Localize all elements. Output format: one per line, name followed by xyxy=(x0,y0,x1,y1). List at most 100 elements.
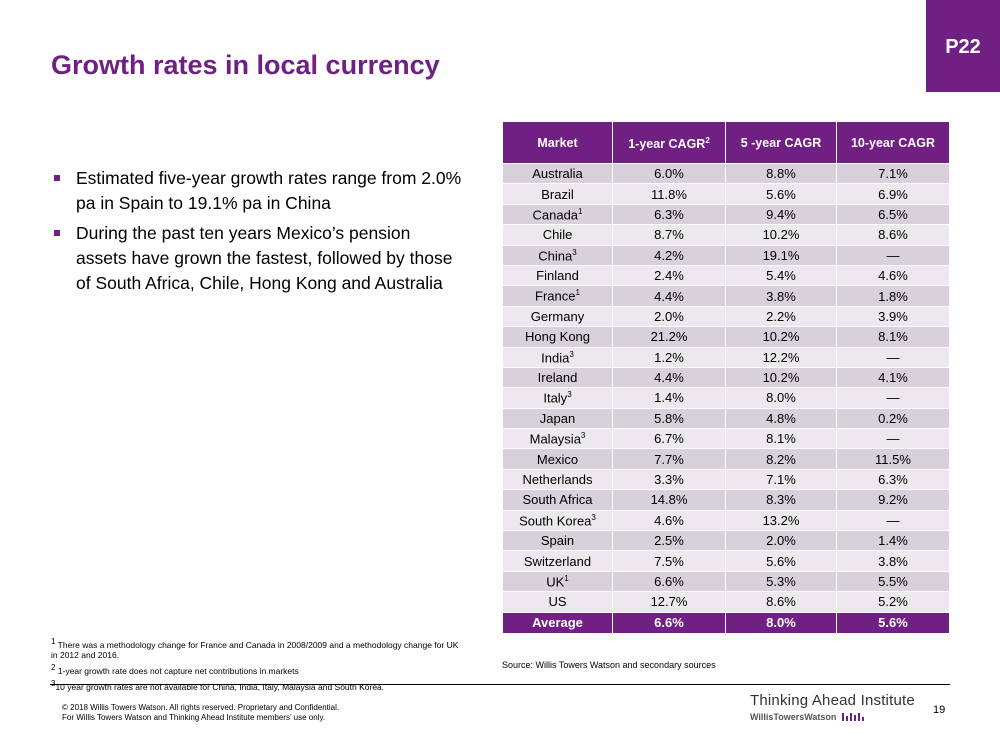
cell-one-year: 4.4% xyxy=(612,285,726,307)
slide-number: 19 xyxy=(933,704,946,716)
cell-one-year: 4.6% xyxy=(612,509,726,532)
cell-ten-year: 1.8% xyxy=(836,285,950,307)
cell-ten-year: 8.1% xyxy=(836,326,950,348)
cell-market: Canada1 xyxy=(502,203,613,226)
growth-rates-table: Market 1-year CAGR2 5 -year CAGR 10-year… xyxy=(502,121,950,634)
footer-divider xyxy=(50,684,950,685)
table-row: Mexico 7.7% 8.2% 11.5% xyxy=(502,448,950,470)
cell-market: Mexico xyxy=(502,448,613,470)
cell-ten-year: — xyxy=(836,509,950,532)
table-average-row: Average 6.6% 8.0% 5.6% xyxy=(502,611,950,634)
cell-one-year: 21.2% xyxy=(612,326,726,348)
cell-one-year: 8.7% xyxy=(612,224,726,246)
copyright: © 2018 Willis Towers Watson. All rights … xyxy=(62,703,339,723)
page-badge: P22 xyxy=(926,0,1000,92)
cell-market: Spain xyxy=(502,530,613,552)
cell-one-year: 4.4% xyxy=(612,366,726,389)
cell-five-year: 8.6% xyxy=(725,591,837,613)
cell-one-year: 3.3% xyxy=(612,468,726,491)
cell-one-year: 1.4% xyxy=(612,387,726,409)
copyright-line: © 2018 Willis Towers Watson. All rights … xyxy=(62,703,340,712)
cell-ten-year: 0.2% xyxy=(836,407,950,430)
table-row: Netherlands 3.3% 7.1% 6.3% xyxy=(502,468,950,491)
cell-one-year: 6.6% xyxy=(612,570,726,593)
bullet-item: Estimated five-year growth rates range f… xyxy=(52,166,462,216)
cell-one-year: 6.7% xyxy=(612,428,726,450)
cell-five-year: 8.0% xyxy=(725,387,837,409)
cell-five-year: 3.8% xyxy=(725,285,837,307)
cell-market: Chile xyxy=(502,224,613,246)
cell-market: Netherlands xyxy=(502,468,613,491)
footnote: 2 1-year growth rate does not capture ne… xyxy=(51,662,299,676)
table-row: South Korea3 4.6% 13.2% — xyxy=(502,509,950,532)
cell-ten-year: 6.5% xyxy=(836,203,950,226)
table-row: Finland 2.4% 5.4% 4.6% xyxy=(502,264,950,287)
footnote: 310 year growth rates are not available … xyxy=(51,679,385,692)
average-one-year: 6.6% xyxy=(612,611,726,634)
table-row: France1 4.4% 3.8% 1.8% xyxy=(502,285,950,307)
header-market: Market xyxy=(502,121,613,164)
header-ten-year: 10-year CAGR xyxy=(836,121,950,164)
institute-logo: Thinking Ahead Institute WillisTowersWat… xyxy=(750,692,915,722)
header-one-year: 1-year CAGR2 xyxy=(612,121,726,164)
cell-five-year: 8.2% xyxy=(725,448,837,470)
page-title: Growth rates in local currency xyxy=(51,50,440,80)
cell-one-year: 7.5% xyxy=(612,550,726,572)
footnote: 1 There was a methodology change for Fra… xyxy=(51,637,459,660)
cell-ten-year: 4.6% xyxy=(836,264,950,287)
table-row: Hong Kong 21.2% 10.2% 8.1% xyxy=(502,326,950,348)
cell-ten-year: 9.2% xyxy=(836,489,950,511)
cell-market: South Africa xyxy=(502,489,613,511)
cell-one-year: 6.3% xyxy=(612,203,726,226)
cell-ten-year: — xyxy=(836,244,950,266)
cell-one-year: 2.0% xyxy=(612,305,726,328)
cell-five-year: 2.0% xyxy=(725,530,837,552)
cell-five-year: 9.4% xyxy=(725,203,837,226)
cell-five-year: 19.1% xyxy=(725,244,837,266)
table-row: Germany 2.0% 2.2% 3.9% xyxy=(502,305,950,328)
table-row: Malaysia3 6.7% 8.1% — xyxy=(502,428,950,450)
cell-ten-year: 11.5% xyxy=(836,448,950,470)
cell-ten-year: 5.5% xyxy=(836,570,950,593)
cell-ten-year: 8.6% xyxy=(836,224,950,246)
average-ten-year: 5.6% xyxy=(836,611,950,634)
table-row: Ireland 4.4% 10.2% 4.1% xyxy=(502,366,950,389)
cell-ten-year: 4.1% xyxy=(836,366,950,389)
cell-ten-year: — xyxy=(836,346,950,368)
cell-five-year: 10.2% xyxy=(725,326,837,348)
cell-market: UK1 xyxy=(502,570,613,593)
cell-ten-year: 5.2% xyxy=(836,591,950,613)
table-row: Spain 2.5% 2.0% 1.4% xyxy=(502,530,950,552)
table-row: Australia 6.0% 8.8% 7.1% xyxy=(502,162,950,185)
logo-sub: WillisTowersWatson xyxy=(750,712,915,722)
cell-market: US xyxy=(502,591,613,613)
cell-market: Japan xyxy=(502,407,613,430)
cell-market: Switzerland xyxy=(502,550,613,572)
cell-one-year: 1.2% xyxy=(612,346,726,368)
cell-market: Brazil xyxy=(502,183,613,205)
cell-ten-year: 7.1% xyxy=(836,162,950,185)
cell-market: Germany xyxy=(502,305,613,328)
cell-five-year: 5.6% xyxy=(725,183,837,205)
table-row: Japan 5.8% 4.8% 0.2% xyxy=(502,407,950,430)
cell-one-year: 14.8% xyxy=(612,489,726,511)
cell-ten-year: 6.9% xyxy=(836,183,950,205)
cell-one-year: 5.8% xyxy=(612,407,726,430)
logo-mark-icon xyxy=(842,713,865,721)
cell-ten-year: 6.3% xyxy=(836,468,950,491)
cell-five-year: 12.2% xyxy=(725,346,837,368)
cell-ten-year: — xyxy=(836,428,950,450)
average-five-year: 8.0% xyxy=(725,611,837,634)
cell-five-year: 2.2% xyxy=(725,305,837,328)
header-five-year: 5 -year CAGR xyxy=(725,121,837,164)
cell-one-year: 4.2% xyxy=(612,244,726,266)
logo-company: WillisTowersWatson xyxy=(750,712,837,722)
bullet-list: Estimated five-year growth rates range f… xyxy=(52,166,462,301)
cell-one-year: 2.4% xyxy=(612,264,726,287)
cell-market: Italy3 xyxy=(502,387,613,409)
table-row: UK1 6.6% 5.3% 5.5% xyxy=(502,570,950,593)
table-row: Brazil 11.8% 5.6% 6.9% xyxy=(502,183,950,205)
table-row: India3 1.2% 12.2% — xyxy=(502,346,950,368)
cell-ten-year: 1.4% xyxy=(836,530,950,552)
cell-one-year: 6.0% xyxy=(612,162,726,185)
